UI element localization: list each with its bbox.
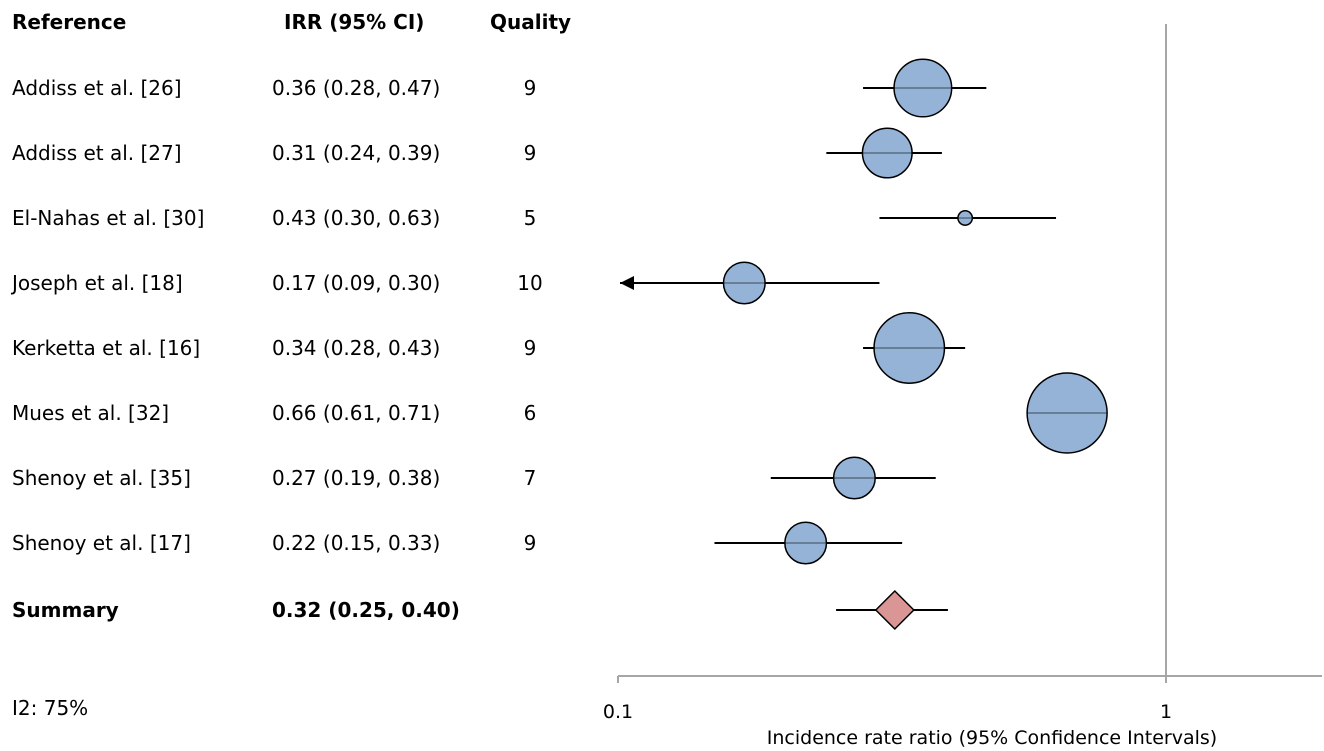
summary-label: Summary	[12, 598, 119, 622]
study-mark	[863, 313, 965, 383]
study-irr: 0.17 (0.09, 0.30)	[272, 271, 440, 295]
study-reference: Joseph et al. [18]	[12, 271, 183, 295]
study-reference: Addiss et al. [26]	[12, 76, 182, 100]
summary-diamond	[876, 591, 914, 629]
study-mark	[879, 211, 1056, 225]
x-axis-ticks: 0.1 1	[603, 676, 1172, 723]
header-irr: IRR (95% CI)	[284, 10, 424, 34]
study-quality: 7	[490, 466, 570, 490]
study-irr: 0.66 (0.61, 0.71)	[272, 401, 440, 425]
study-quality: 10	[490, 271, 570, 295]
study-quality: 6	[490, 401, 570, 425]
study-mark	[714, 522, 902, 564]
study-mark	[620, 262, 879, 304]
study-irr: 0.43 (0.30, 0.63)	[272, 206, 440, 230]
study-reference: Shenoy et al. [17]	[12, 531, 191, 555]
study-reference: Kerketta et al. [16]	[12, 336, 200, 360]
study-reference: El-Nahas et al. [30]	[12, 206, 204, 230]
x-tick-label: 0.1	[603, 701, 633, 723]
study-reference: Addiss et al. [27]	[12, 141, 182, 165]
study-irr: 0.22 (0.15, 0.33)	[272, 531, 440, 555]
x-axis-label: Incidence rate ratio (95% Confidence Int…	[767, 727, 1217, 749]
header-quality: Quality	[490, 10, 570, 34]
study-mark	[771, 457, 936, 499]
study-quality: 9	[490, 336, 570, 360]
study-irr: 0.36 (0.28, 0.47)	[272, 76, 440, 100]
study-quality: 9	[490, 141, 570, 165]
study-reference: Mues et al. [32]	[12, 401, 169, 425]
study-irr: 0.27 (0.19, 0.38)	[272, 466, 440, 490]
study-irr: 0.34 (0.28, 0.43)	[272, 336, 440, 360]
x-tick-label: 1	[1160, 701, 1172, 723]
study-mark	[826, 128, 942, 178]
header-reference: Reference	[12, 10, 126, 34]
heterogeneity-stat: I2: 75%	[12, 696, 88, 720]
study-irr: 0.31 (0.24, 0.39)	[272, 141, 440, 165]
summary-mark	[836, 591, 948, 629]
study-mark	[1027, 373, 1107, 453]
study-reference: Shenoy et al. [35]	[12, 466, 191, 490]
summary-irr: 0.32 (0.25, 0.40)	[272, 598, 460, 622]
study-mark	[863, 59, 986, 117]
study-quality: 9	[490, 76, 570, 100]
study-quality: 5	[490, 206, 570, 230]
study-marks	[620, 59, 1107, 564]
study-quality: 9	[490, 531, 570, 555]
